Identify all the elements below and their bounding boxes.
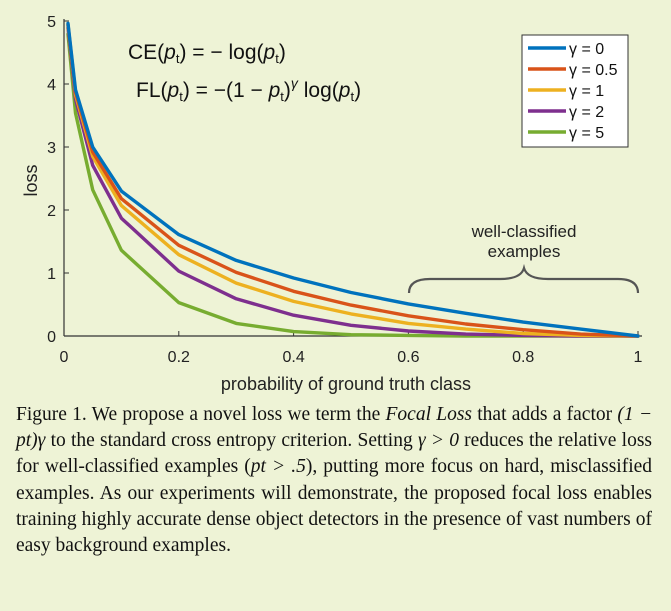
- caption-focal-loss: Focal Loss: [385, 404, 473, 425]
- caption-text-3: to the standard cross entropy criterion.…: [45, 430, 418, 452]
- annotation-line-1: well-classified: [471, 222, 577, 241]
- y-tick-label: 3: [47, 140, 56, 157]
- series-line: [66, 26, 640, 338]
- y-tick-label: 5: [47, 14, 56, 31]
- annotation-line-2: examples: [488, 242, 561, 261]
- x-axis-label: probability of ground truth class: [221, 374, 471, 394]
- x-tick-label: 0.2: [168, 349, 190, 366]
- y-tick-label: 4: [47, 77, 56, 94]
- caption-text-2: that adds a factor: [472, 404, 618, 425]
- legend-label: γ = 0: [569, 41, 604, 58]
- x-tick-label: 0: [60, 349, 69, 366]
- y-axis-label: loss: [21, 164, 41, 196]
- figure-caption: Figure 1. We propose a novel loss we ter…: [16, 402, 652, 559]
- y-tick-label: 1: [47, 266, 56, 283]
- focal-loss-chart: 0 0.2 0.4 0.6 0.8 1 0 1 2 3 4 5 probability of groun…: [21, 14, 643, 394]
- x-tick-label: 1: [634, 349, 643, 366]
- legend: γ = 0 γ = 0.5 γ = 1 γ = 2 γ = 5: [521, 34, 629, 148]
- legend-label: γ = 1: [569, 83, 604, 100]
- svg-text:FL(pt) = −(1 − pt)γ log(pt): FL(pt) = −(1 − pt)γ log(pt): [136, 75, 361, 104]
- caption-text-4: reduces the relative loss for well-class…: [16, 430, 652, 478]
- y-tick-label: 0: [47, 329, 56, 346]
- legend-label: γ = 0.5: [569, 62, 618, 79]
- caption-pt-condition: pt > .5: [250, 456, 306, 478]
- axes: 0 0.2 0.4 0.6 0.8 1 0 1 2 3 4 5 probability of groun…: [21, 14, 643, 394]
- series-line: [66, 21, 640, 338]
- x-tick-label: 0.6: [397, 349, 419, 366]
- svg-text:CE(pt) = − log(pt): CE(pt) = − log(pt): [128, 41, 286, 66]
- ce-equation: CE(pt) = − log(pt): [128, 41, 286, 66]
- fl-equation: FL(pt) = −(1 − pt)γ log(pt): [136, 75, 361, 104]
- legend-label: γ = 5: [569, 125, 604, 142]
- caption-text-5: ), putting more focus on hard, misclassi…: [16, 456, 653, 557]
- caption-text-1: Figure 1. We propose a novel loss we ter…: [16, 404, 386, 425]
- well-classified-annotation: well-classified examples: [407, 222, 640, 294]
- x-tick-label: 0.4: [282, 349, 304, 366]
- legend-label: γ = 2: [569, 104, 604, 121]
- loss-curves: [66, 21, 640, 338]
- annotation-brace: [407, 263, 640, 294]
- y-tick-label: 2: [47, 203, 56, 220]
- x-tick-label: 0.8: [512, 349, 534, 366]
- caption-factor: (1 − pt)γ: [16, 404, 653, 452]
- series-line: [66, 23, 640, 338]
- series-line: [66, 23, 640, 338]
- caption-gamma-condition: γ > 0: [417, 430, 459, 452]
